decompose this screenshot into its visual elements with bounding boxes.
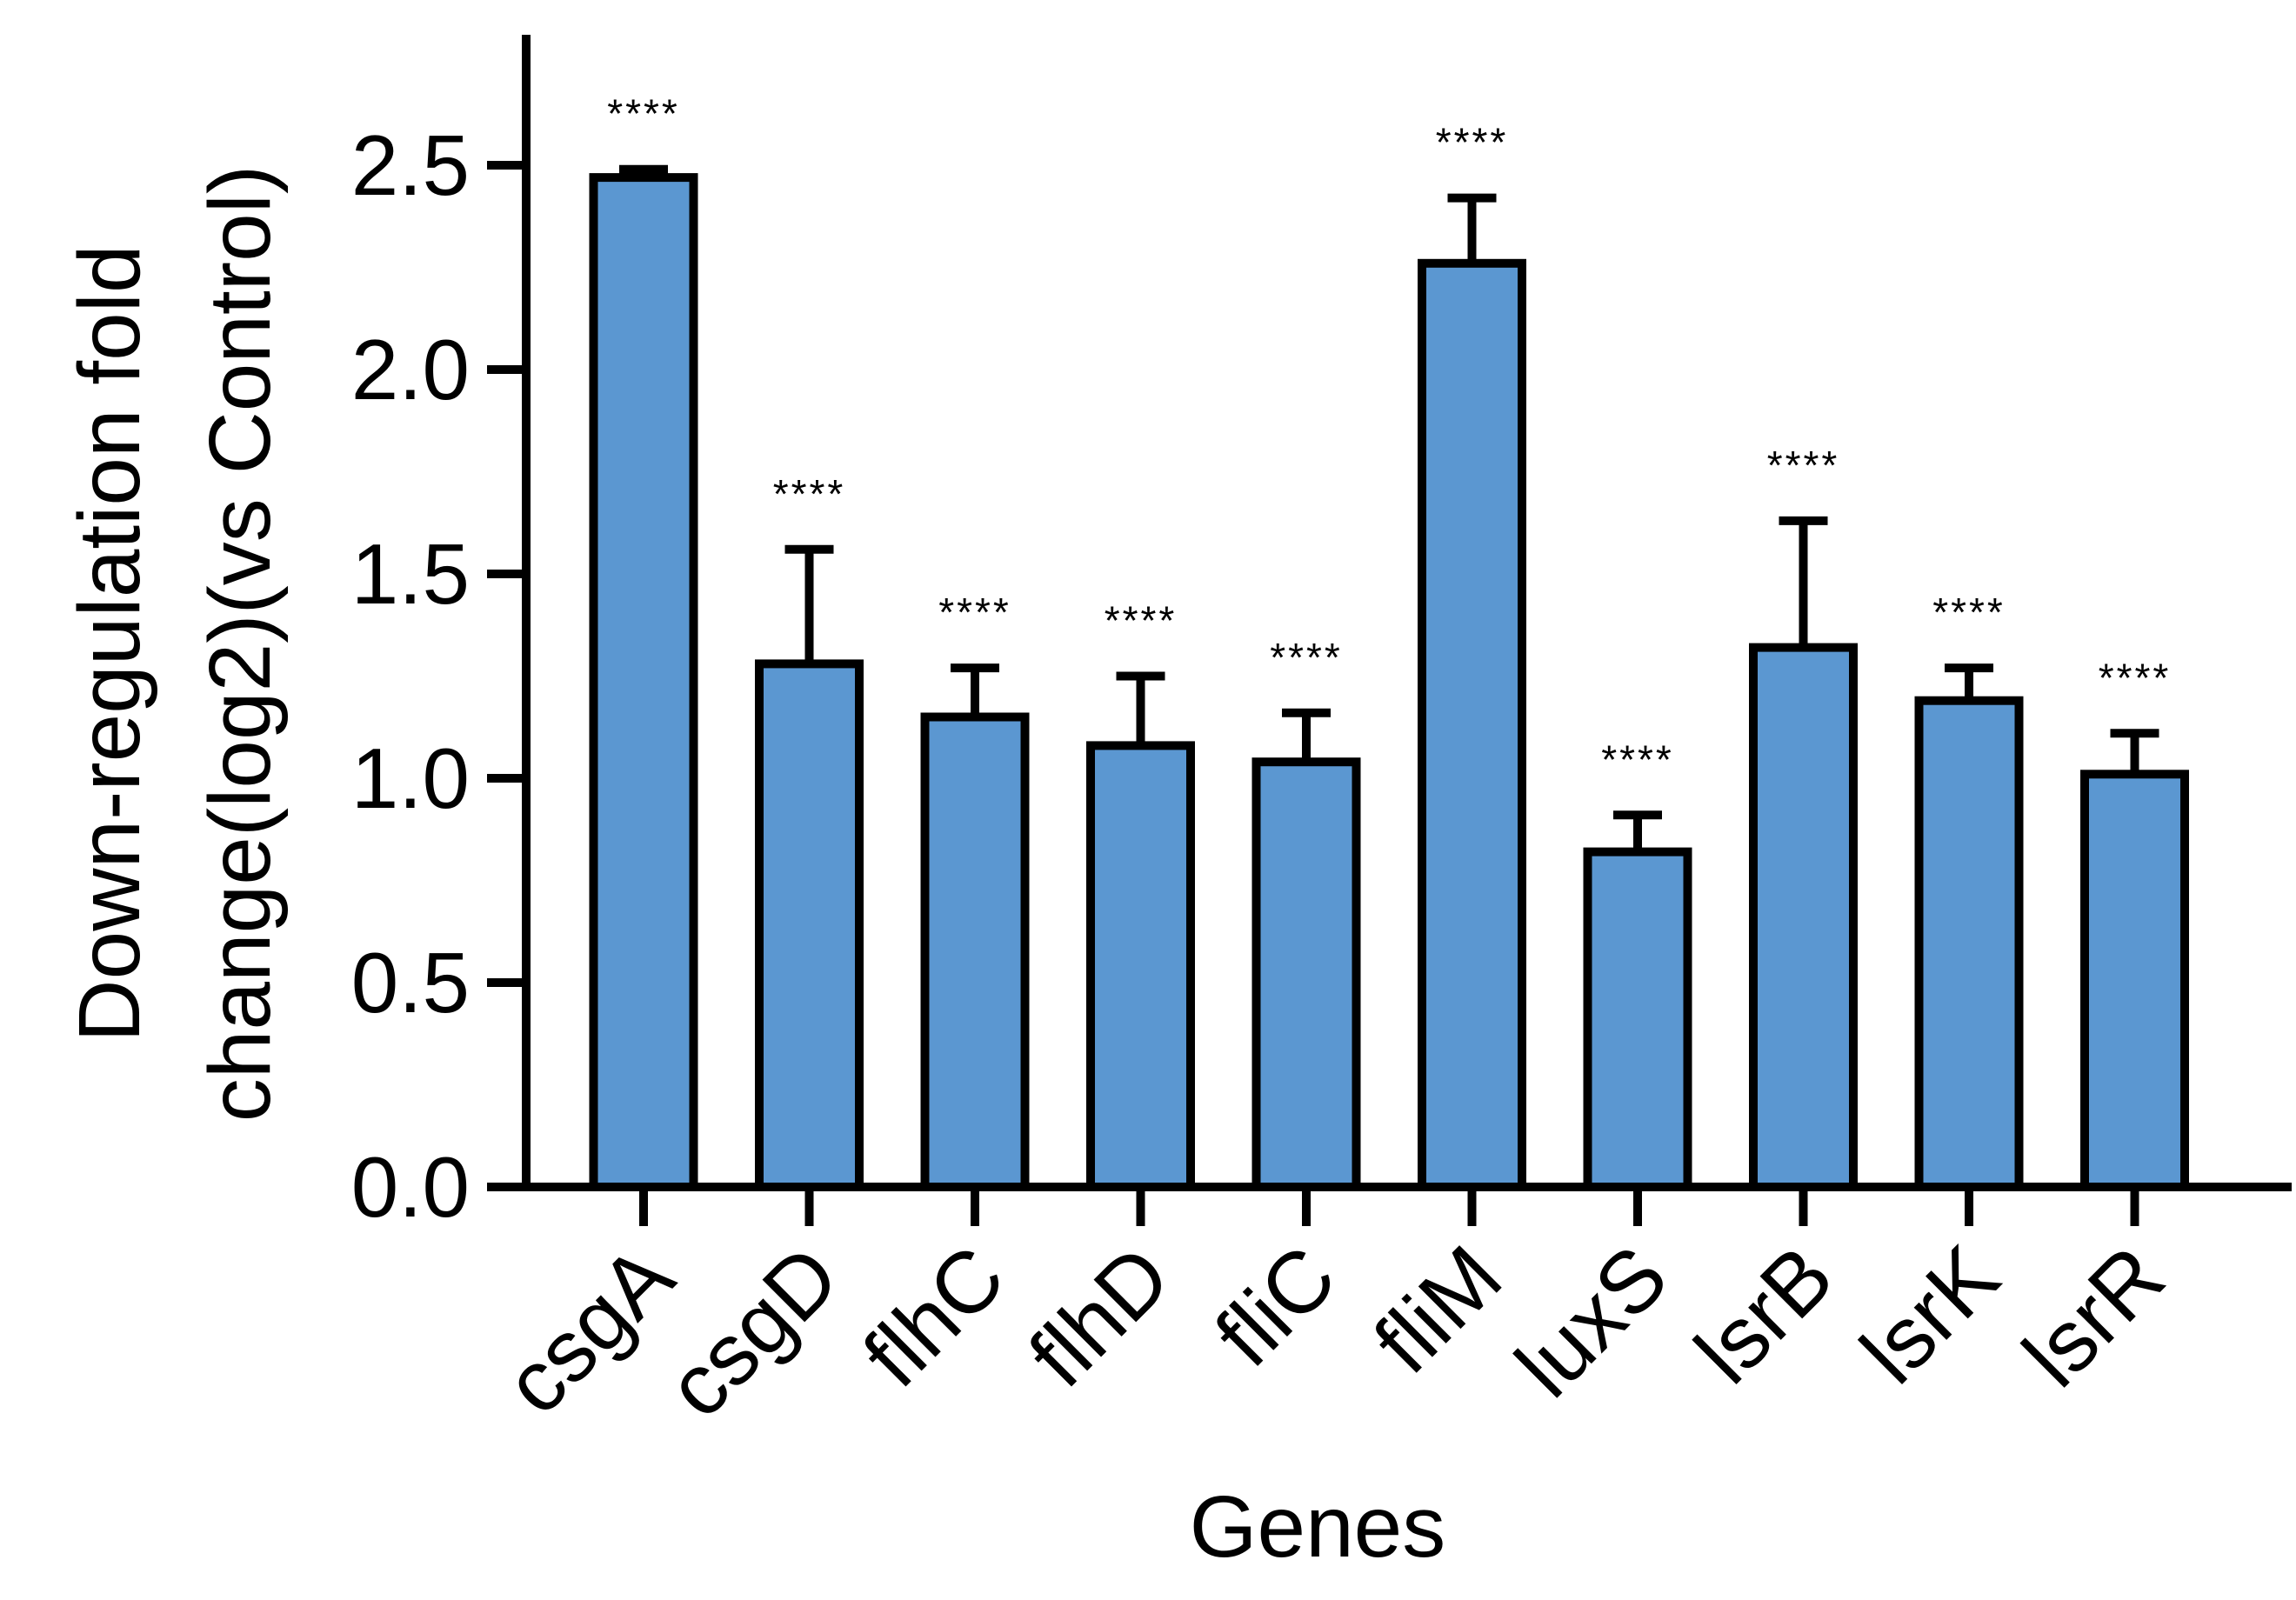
x-tick-label-lsrB: lsrB bbox=[1677, 1227, 1852, 1402]
significance-label: **** bbox=[2099, 655, 2172, 700]
significance-label: **** bbox=[1270, 635, 1343, 680]
y-tick-label: 2.5 bbox=[351, 117, 470, 213]
y-tick-label: 1.5 bbox=[351, 526, 470, 622]
y-axis-label-line2: change(log2)(vs Control) bbox=[191, 165, 289, 1123]
x-tick-label-lsrR: lsrR bbox=[2005, 1227, 2183, 1405]
x-tick-label-csgA: csgA bbox=[486, 1227, 692, 1433]
y-tick-label: 2.0 bbox=[351, 322, 470, 417]
bar-csgD bbox=[755, 659, 864, 1191]
bar-csgA bbox=[589, 173, 698, 1192]
significance-label: **** bbox=[1932, 590, 2006, 635]
bar-lsrR bbox=[2080, 770, 2189, 1191]
bar-flhC bbox=[920, 712, 1030, 1191]
x-tick-label-fliC: fliC bbox=[1197, 1227, 1354, 1384]
bar-fliC bbox=[1251, 757, 1361, 1191]
plot-area: 0.0 0.5 1.0 1.5 2.0 2.5 **** csgA **** csgD **** fl… bbox=[351, 35, 2292, 1437]
x-tick-label-fliM: fliM bbox=[1356, 1227, 1520, 1391]
significance-label: **** bbox=[1436, 120, 1509, 165]
x-tick-label-lsrK: lsrK bbox=[1843, 1227, 2018, 1402]
bar-lsrK bbox=[1914, 696, 2024, 1191]
significance-label: **** bbox=[1105, 598, 1178, 643]
significance-label: **** bbox=[607, 91, 680, 137]
y-axis-label: Down-regulation fold change(log2)(vs Con… bbox=[61, 165, 289, 1123]
significance-label: **** bbox=[773, 471, 846, 517]
x-tick-label-flhD: flhD bbox=[1011, 1227, 1189, 1405]
x-tick-label-luxS: luxS bbox=[1498, 1227, 1686, 1416]
y-tick-label: 1.0 bbox=[351, 730, 470, 826]
x-tick-label-csgD: csgD bbox=[649, 1227, 858, 1436]
bar-fliM bbox=[1418, 258, 1526, 1191]
x-axis-label: Genes bbox=[1190, 1478, 1446, 1576]
bar-flhD bbox=[1086, 741, 1195, 1192]
bar-lsrB bbox=[1749, 643, 1858, 1191]
x-tick-label-flhC: flhC bbox=[845, 1227, 1024, 1405]
y-tick-label: 0.0 bbox=[351, 1139, 470, 1235]
significance-label: **** bbox=[938, 590, 1011, 635]
significance-label: **** bbox=[1767, 443, 1840, 488]
significance-label: **** bbox=[1601, 737, 1674, 782]
y-axis-label-line1: Down-regulation fold bbox=[61, 244, 158, 1042]
y-tick-label: 0.5 bbox=[351, 935, 470, 1030]
bar-luxS bbox=[1583, 847, 1692, 1191]
